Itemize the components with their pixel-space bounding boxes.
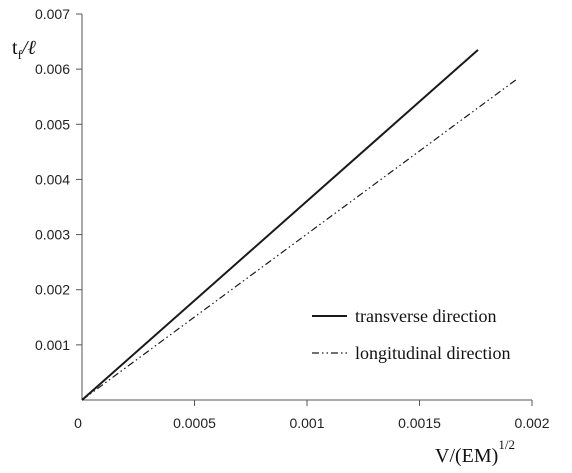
x-axis-ticks: 0.0005 0.001 0.0015 0.002: [173, 400, 550, 431]
x-tick-label: 0.0005: [173, 415, 216, 431]
y-axis-label: tf/ℓ: [12, 37, 36, 62]
y-tick-label: 0.005: [35, 116, 70, 132]
y-axis-label-rest: /ℓ: [21, 37, 37, 59]
legend-label-longitudinal: longitudinal direction: [355, 343, 510, 363]
y-tick-label: 0.007: [35, 6, 70, 22]
x-axis-label-base: V/(EM): [435, 445, 498, 467]
origin-label: 0: [74, 415, 82, 431]
y-axis-label-base: t: [12, 37, 18, 59]
series-line-longitudinal: [81, 79, 517, 401]
y-tick-label: 0.004: [35, 171, 70, 187]
x-tick-label: 0.0015: [398, 415, 441, 431]
x-axis-label-sup: 1/2: [498, 437, 515, 452]
y-tick-label: 0.003: [35, 227, 70, 243]
x-tick-label: 0.002: [514, 415, 549, 431]
plot-lines: [81, 49, 517, 401]
y-axis-label-sub: f: [18, 47, 23, 62]
series-line-transverse: [81, 49, 479, 401]
y-tick-label: 0.006: [35, 61, 70, 77]
y-tick-label: 0.002: [35, 282, 70, 298]
legend-label-transverse: transverse direction: [355, 306, 496, 326]
y-axis-ticks: 0.001 0.002 0.003 0.004 0.005 0.006 0.007: [35, 6, 82, 353]
x-tick-label: 0.001: [289, 415, 324, 431]
legend: transverse direction longitudinal direct…: [312, 306, 510, 363]
x-axis-label: V/(EM)1/2: [435, 437, 515, 467]
y-tick-label: 0.001: [35, 337, 70, 353]
